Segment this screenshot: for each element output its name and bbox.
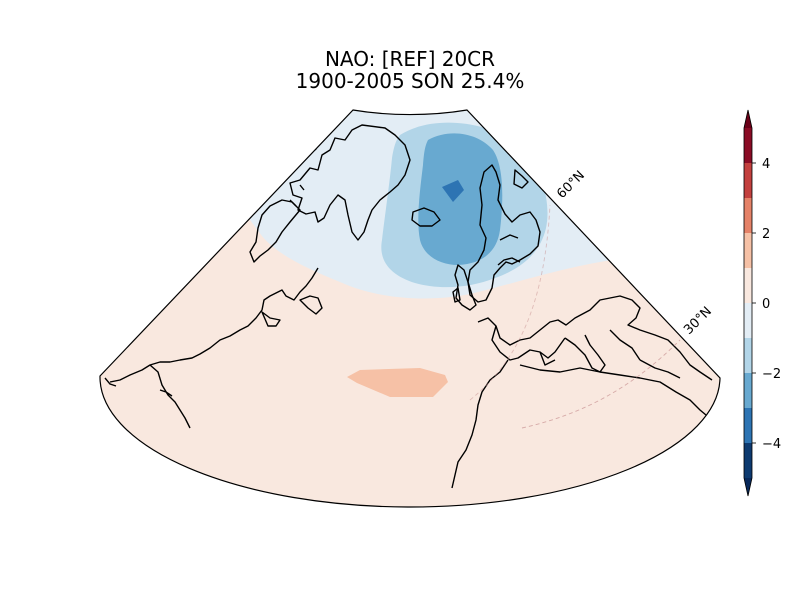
- latitude-label-60n: 60°N: [554, 168, 588, 202]
- coastline-us-east: [149, 364, 191, 429]
- colorbar-segment: [744, 163, 752, 198]
- colorbar-outline: [743, 109, 753, 497]
- coastline-iceland: [411, 207, 441, 227]
- coastline-baltic: [497, 234, 521, 266]
- field-level-1-to-2: [347, 368, 448, 397]
- graticule-60n: [469, 204, 551, 401]
- colorbar-segment: [744, 338, 752, 373]
- map-boundary: [99, 109, 721, 508]
- coastline-caribbean: [104, 377, 117, 387]
- colorbar-tick-label: −4: [762, 437, 781, 452]
- map-title-line1: NAO: [REF] 20CR: [325, 47, 495, 71]
- colorbar-tick-label: 4: [762, 157, 770, 172]
- colorbar-segment: [744, 233, 752, 268]
- colorbar-segment: [744, 268, 752, 303]
- coastline-africa: [451, 359, 713, 489]
- colorbar-segment: [744, 303, 752, 338]
- coastline-northamerica: [249, 199, 301, 263]
- colorbar: 4 2 0 −2 −4: [743, 109, 781, 497]
- coastlines: [104, 124, 713, 489]
- coastline-europe: [477, 295, 713, 381]
- field-level-minus4-to-minus3: [442, 180, 464, 202]
- coastline-labrador: [109, 267, 319, 383]
- map-title-line2: 1900-2005 SON 25.4%: [296, 69, 525, 93]
- coastline-nova-scotia: [261, 311, 281, 327]
- colorbar-extend-min: [744, 478, 752, 496]
- graticule-30n: [521, 339, 681, 429]
- coastline-iberia: [491, 325, 566, 361]
- colorbar-extend-max: [744, 110, 752, 128]
- coastline-mediterranean: [539, 329, 681, 379]
- colorbar-tick-label: 2: [762, 227, 770, 242]
- colorbar-segment: [744, 373, 752, 408]
- latitude-label-30n: 30°N: [681, 304, 715, 338]
- colorbar-segment: [744, 408, 752, 443]
- colorbar-tick-label: −2: [762, 367, 781, 382]
- coastline-scandinavia: [467, 164, 541, 303]
- colorbar-segment: [744, 198, 752, 233]
- coastline-newfoundland: [299, 295, 323, 315]
- field-level-minus3-to-minus2: [418, 133, 503, 265]
- coastline-svalbard: [513, 169, 529, 189]
- coastline-ireland: [452, 287, 461, 303]
- colorbar-segment: [744, 128, 752, 163]
- colorbar-segment: [744, 443, 752, 478]
- coastline-britain: [454, 264, 477, 311]
- coastline-greenland: [289, 124, 411, 241]
- colorbar-tick-label: 0: [762, 297, 770, 312]
